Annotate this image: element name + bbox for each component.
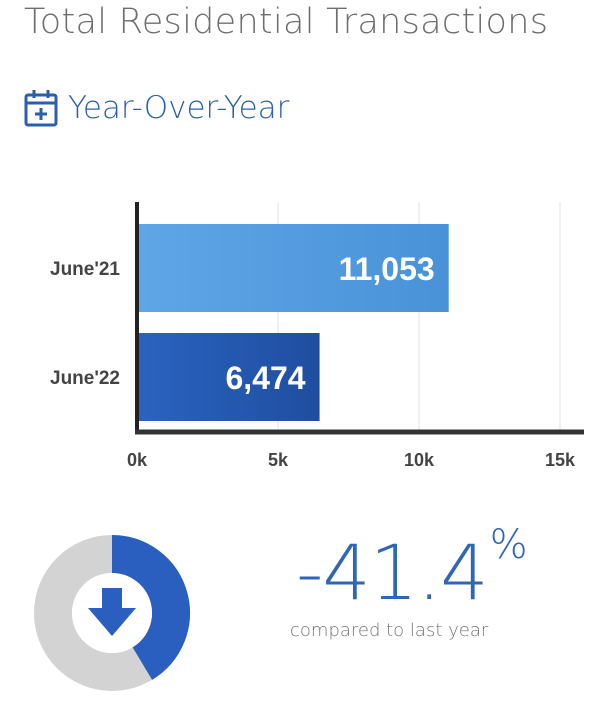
bar-value-label: 11,053 xyxy=(339,251,435,287)
x-tick-label: 0k xyxy=(127,450,148,470)
arrow-down-icon xyxy=(88,588,136,636)
change-value: -41.4 xyxy=(296,528,489,617)
category-label: June'21 xyxy=(50,259,120,280)
bar xyxy=(137,224,449,312)
bar-chart: 11,053 6,474 June'21 June'22 0k 5k 10k 15k xyxy=(50,202,584,470)
calendar-plus-icon xyxy=(24,90,58,127)
subtitle-row: Year-Over-Year xyxy=(24,86,289,130)
page-title: Total Residential Transactions xyxy=(24,2,549,42)
x-tick-label: 5k xyxy=(268,450,289,470)
bar xyxy=(137,333,320,421)
change-caption: compared to last year xyxy=(290,620,489,641)
change-unit: % xyxy=(489,522,528,568)
category-label: June'22 xyxy=(50,368,120,389)
subtitle: Year-Over-Year xyxy=(68,90,290,126)
x-tick-label: 15k xyxy=(545,450,576,470)
bar-value-label: 6,474 xyxy=(225,360,305,396)
x-tick-label: 10k xyxy=(404,450,435,470)
change-donut xyxy=(34,535,190,691)
change-percent: -41.4% xyxy=(296,522,528,617)
donut-arc xyxy=(111,535,190,680)
